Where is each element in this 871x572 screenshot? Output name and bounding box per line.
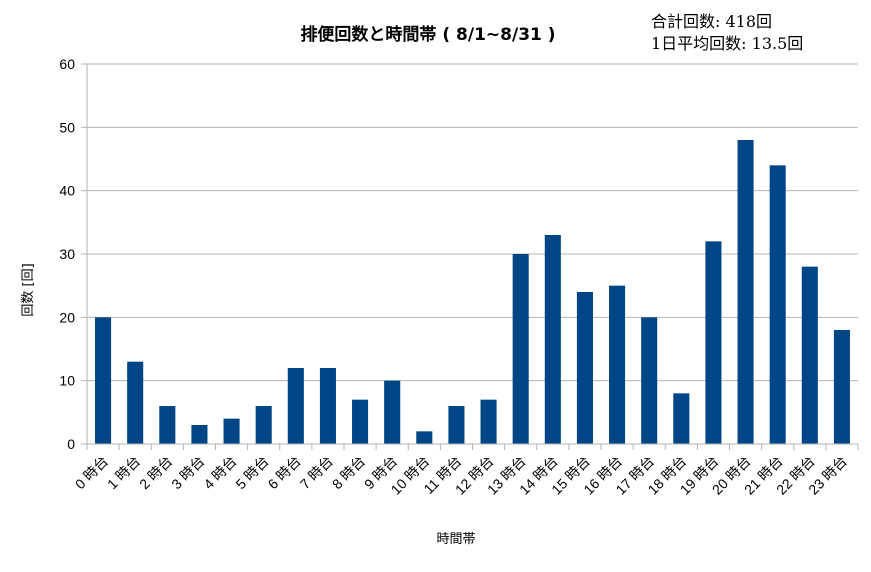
axes <box>81 63 859 450</box>
y-axis-label: 回数 [回] <box>21 263 36 316</box>
bar <box>287 368 304 444</box>
bar <box>384 380 401 444</box>
x-tick-label: 4 時台 <box>200 453 239 492</box>
bar <box>769 165 786 445</box>
bar <box>223 418 240 444</box>
y-tick-label: 0 <box>67 436 75 452</box>
x-tick-label: 6 時台 <box>265 453 304 492</box>
bar <box>191 425 208 444</box>
bar <box>705 241 722 444</box>
bar <box>319 368 336 444</box>
x-tick-label: 2 時台 <box>136 453 175 492</box>
y-tick-label: 40 <box>59 183 75 199</box>
bar <box>641 317 658 444</box>
bar <box>95 317 112 444</box>
y-tick-labels: 0 10 20 30 40 50 60 <box>59 56 75 452</box>
x-tick-label: 1 時台 <box>104 453 143 492</box>
bar <box>480 399 497 444</box>
bars <box>95 140 850 445</box>
bar <box>448 406 465 444</box>
gridlines <box>87 63 858 445</box>
y-tick-label: 10 <box>59 373 75 389</box>
bar <box>833 330 850 444</box>
y-tick-label: 50 <box>59 119 75 135</box>
bar <box>609 285 626 444</box>
x-tick-label: 8 時台 <box>329 453 368 492</box>
chart-title: 排便回数と時間帯 ( 8/1~8/31 ) <box>300 24 555 45</box>
bar <box>127 361 144 444</box>
daily-average: 1日平均回数: 13.5回 <box>651 34 803 53</box>
bar <box>255 406 272 444</box>
x-axis-label: 時間帯 <box>436 532 475 547</box>
x-tick-label: 3 時台 <box>168 453 207 492</box>
total-count: 合計回数: 418回 <box>651 12 772 31</box>
bar <box>544 235 561 444</box>
bar <box>576 292 593 444</box>
bar <box>512 254 529 444</box>
bar <box>737 140 754 444</box>
x-tick-label: 5 時台 <box>232 453 271 492</box>
x-tick-label: 7 時台 <box>297 453 336 492</box>
bar <box>352 399 369 444</box>
bar <box>673 393 690 444</box>
y-tick-label: 30 <box>59 246 75 262</box>
bar <box>416 431 433 444</box>
x-tick-label: 0 時台 <box>72 453 111 492</box>
y-tick-label: 20 <box>59 309 75 325</box>
bar <box>159 406 176 444</box>
y-tick-label: 60 <box>59 56 75 72</box>
bar <box>801 266 818 444</box>
x-tick-labels: 0 時台1 時台2 時台3 時台4 時台5 時台6 時台7 時台8 時台9 時台… <box>72 453 850 498</box>
